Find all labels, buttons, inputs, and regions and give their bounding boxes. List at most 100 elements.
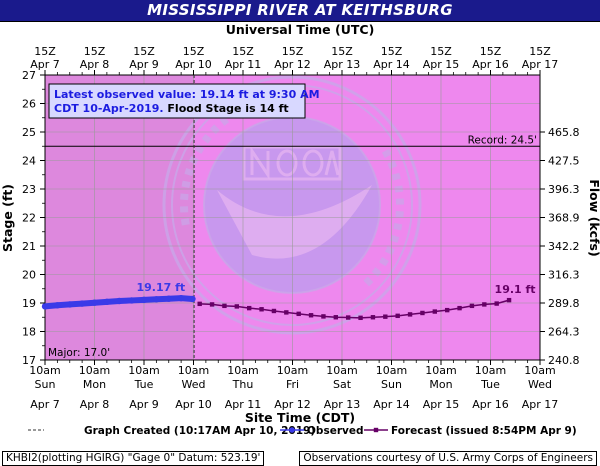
y-right-tick-label: 289.8 — [548, 297, 580, 310]
x-top-tick-zulu: 15Z — [480, 45, 502, 58]
legend-forecast-marker — [373, 427, 379, 433]
observed-peak-label: 19.17 ft — [136, 281, 185, 294]
right-axis-title: Flow (kcfs) — [587, 179, 600, 256]
x-top-tick-zulu: 15Z — [34, 45, 56, 58]
x-bottom-tick-time: 10am — [79, 364, 110, 377]
x-top-tick-date: Apr 8 — [80, 58, 110, 71]
x-bottom-tick-date: Apr 9 — [129, 398, 159, 411]
x-bottom-tick-date: Apr 14 — [373, 398, 410, 411]
x-bottom-tick-day: Wed — [182, 378, 206, 391]
noaa-logo-ring-lettering — [387, 160, 398, 170]
x-top-tick-date: Apr 13 — [324, 58, 361, 71]
noaa-logo-ring-lettering — [363, 276, 374, 287]
y-left-tick-label: 20 — [22, 269, 36, 282]
forecast-point — [321, 314, 326, 319]
forecast-end-label: 19.1 ft — [495, 283, 536, 296]
forecast-point — [246, 305, 252, 311]
flood-stage-text: Flood Stage is 14 ft — [167, 102, 288, 115]
x-bottom-tick-day: Sat — [333, 378, 352, 391]
observed-point — [189, 295, 196, 303]
y-right-tick-label: 427.5 — [548, 155, 580, 168]
x-bottom-tick-time: 10am — [128, 364, 159, 377]
x-bottom-tick-day: Tue — [480, 378, 500, 391]
noaa-logo-ring-lettering — [381, 148, 392, 158]
x-top-tick-zulu: 15Z — [183, 45, 205, 58]
forecast-point — [395, 313, 400, 319]
latest-observation-line1: Latest observed value: 19.14 ft at 9:30 … — [54, 88, 320, 101]
y-left-tick-label: 27 — [22, 69, 36, 82]
x-top-tick-zulu: 15Z — [232, 45, 254, 58]
noaa-logo-ring-lettering — [194, 144, 205, 154]
x-top-tick-date: Apr 14 — [373, 58, 410, 71]
forecast-point — [494, 301, 499, 306]
noaa-logo-ring-lettering — [180, 193, 189, 201]
observed-point — [78, 300, 86, 307]
noaa-logo-ring-lettering — [385, 246, 395, 255]
observed-point — [165, 295, 172, 302]
forecast-point — [482, 302, 487, 307]
y-left-tick-label: 25 — [22, 126, 36, 139]
x-top-tick-date: Apr 16 — [472, 58, 509, 71]
x-top-tick-zulu: 15Z — [282, 45, 304, 58]
x-bottom-tick-date: Apr 7 — [30, 398, 60, 411]
noaa-logo-bird — [217, 185, 372, 259]
x-bottom-tick-date: Apr 12 — [274, 398, 311, 411]
legend-observed-label: Observed — [307, 425, 363, 437]
noaa-logo-ring-lettering — [201, 133, 212, 144]
x-bottom-tick-time: 10am — [475, 364, 506, 377]
forecast-point — [284, 310, 289, 315]
y-right-tick-label: 342.2 — [548, 240, 580, 253]
noaa-logo-ring-lettering — [179, 206, 189, 213]
gauge-datum-footer: KHBI2(plotting HGIRG) "Gage 0" Datum: 52… — [2, 451, 265, 466]
forecast-point — [222, 303, 227, 309]
noaa-logo-ring-lettering — [395, 210, 404, 218]
y-left-tick-label: 19 — [22, 297, 36, 310]
forecast-point — [271, 308, 277, 314]
noaa-logo-ring-lettering — [393, 222, 403, 231]
x-bottom-tick-time: 10am — [524, 364, 555, 377]
x-bottom-tick-day: Sun — [35, 378, 56, 391]
noaa-logo-ring-lettering — [181, 180, 191, 188]
legend-observed-marker — [289, 427, 295, 433]
observed-point — [91, 299, 98, 306]
x-bottom-tick-date: Apr 13 — [324, 398, 361, 411]
observations-credit-footer: Observations courtesy of U.S. Army Corps… — [299, 451, 597, 466]
y-left-tick-label: 17 — [22, 354, 36, 367]
observed-point — [66, 301, 73, 308]
y-right-tick-label: 240.8 — [548, 354, 580, 367]
forecast-point — [383, 314, 388, 319]
x-bottom-tick-day: Mon — [83, 378, 106, 391]
latest-observation-box — [48, 83, 306, 119]
x-top-tick-zulu: 15Z — [331, 45, 353, 58]
y-right-tick-label: 465.8 — [548, 126, 580, 139]
forecast-point — [420, 310, 425, 316]
y-right-tick-label: 264.3 — [548, 326, 580, 339]
observed-point — [177, 294, 185, 302]
x-bottom-tick-time: 10am — [376, 364, 407, 377]
legend-graph-created-label: Graph Created (10:17AM Apr 10, 2019) — [84, 425, 315, 437]
x-bottom-tick-time: 10am — [326, 364, 357, 377]
x-bottom-tick-time: 10am — [425, 364, 456, 377]
chart-title: MISSISSIPPI RIVER AT KEITHSBURG — [147, 1, 453, 19]
observed-point — [153, 296, 160, 303]
x-bottom-tick-date: Apr 16 — [472, 398, 509, 411]
x-bottom-tick-date: Apr 10 — [175, 398, 212, 411]
x-bottom-tick-day: Sun — [381, 378, 402, 391]
x-bottom-tick-time: 10am — [277, 364, 308, 377]
y-left-tick-label: 23 — [22, 183, 36, 196]
legend-forecast-label: Forecast (issued 8:54PM Apr 9) — [391, 425, 577, 437]
x-top-tick-date: Apr 15 — [423, 58, 460, 71]
latest-observation-line2: CDT 10-Apr-2019. Flood Stage is 14 ft — [54, 102, 289, 115]
noaa-logo-ring-lettering — [184, 168, 194, 177]
x-bottom-tick-day: Thu — [232, 378, 254, 391]
noaa-logo-ring-lettering — [395, 198, 405, 205]
noaa-logo-ring-lettering — [391, 172, 401, 181]
x-bottom-tick-day: Mon — [429, 378, 452, 391]
observed-point — [116, 297, 123, 305]
y-left-tick-label: 21 — [22, 240, 36, 253]
noaa-logo-ring-outer — [162, 75, 422, 335]
forecast-point — [296, 311, 301, 317]
y-right-tick-label: 396.3 — [548, 183, 580, 196]
x-top-tick-zulu: 15Z — [84, 45, 106, 58]
forecast-point — [370, 315, 376, 320]
